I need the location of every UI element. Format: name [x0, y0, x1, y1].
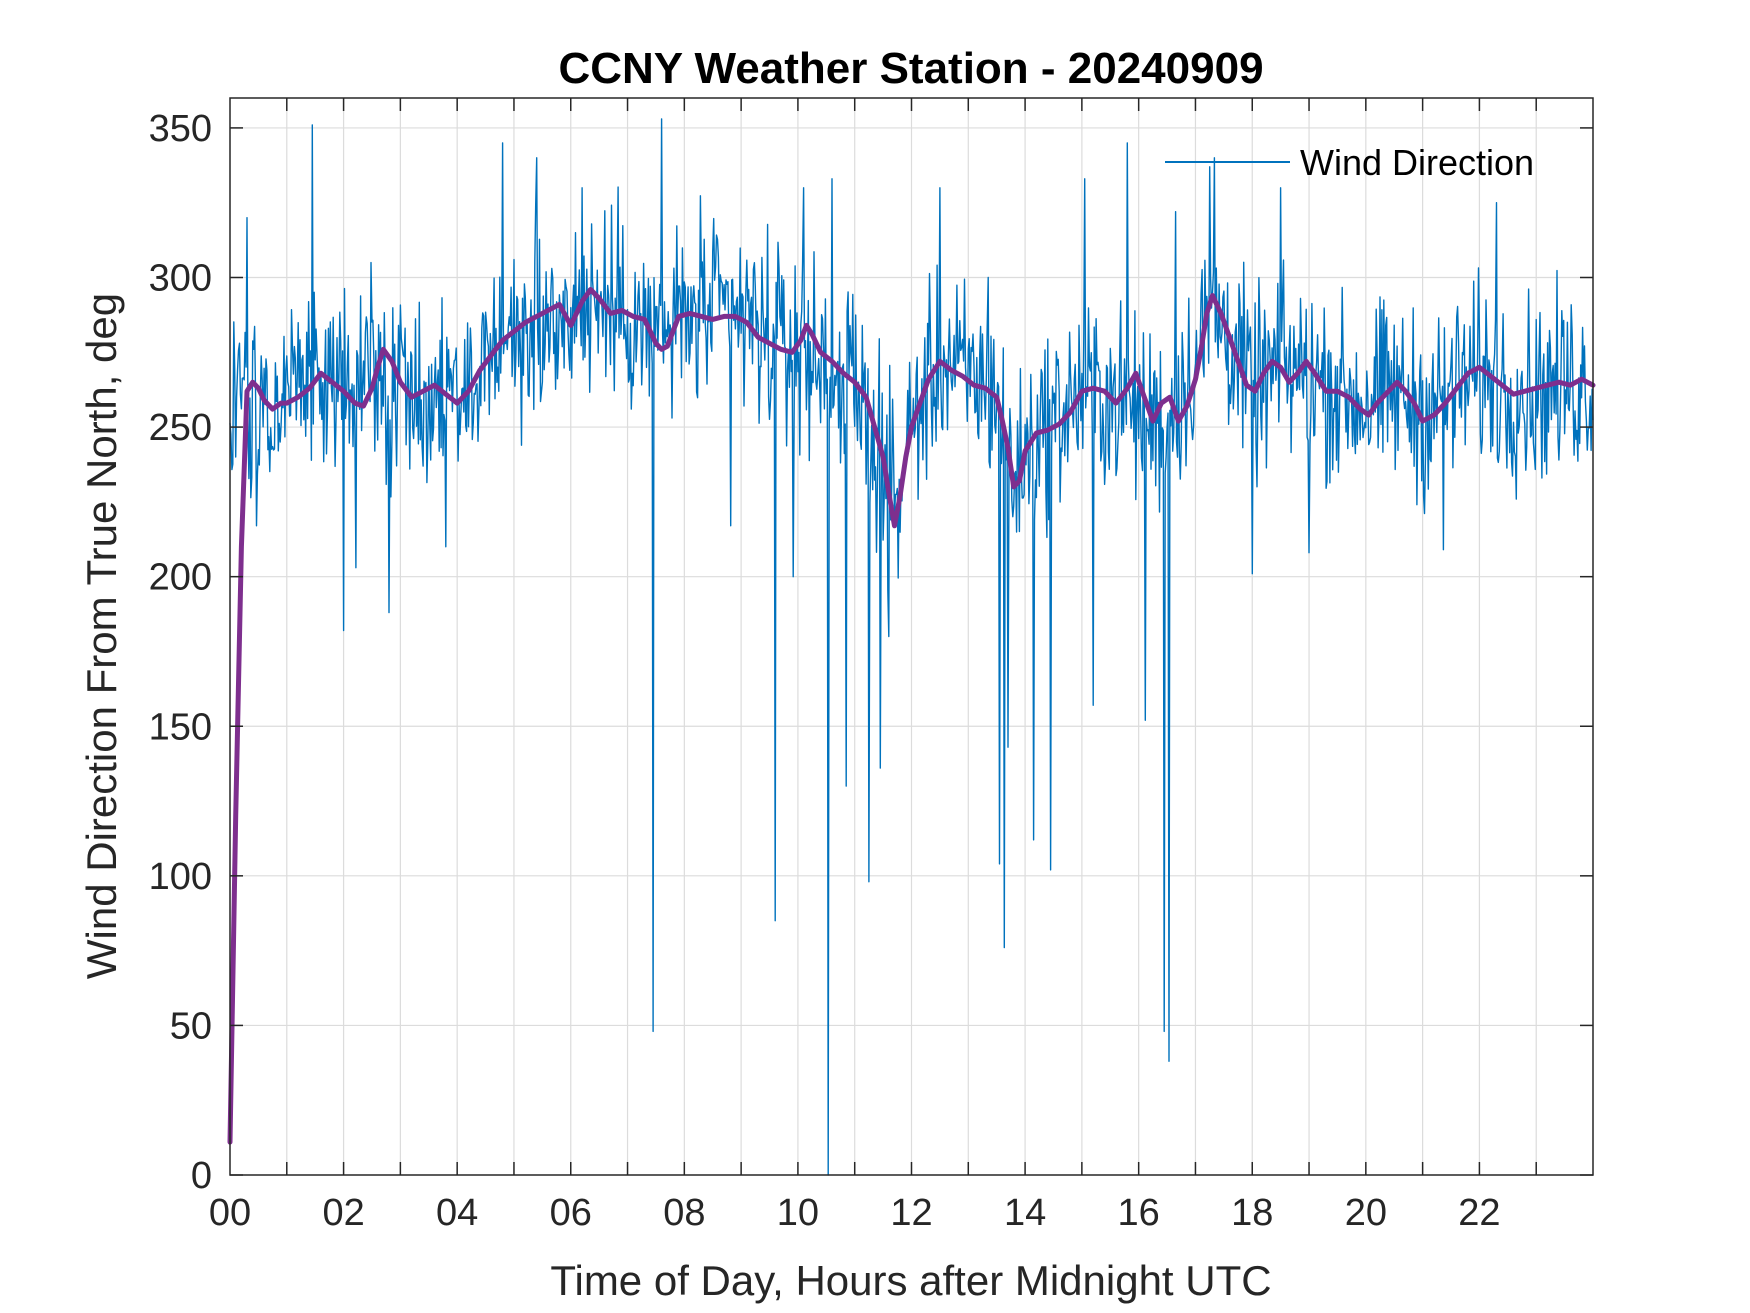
y-tick-label: 350: [149, 108, 212, 150]
y-tick-label: 250: [149, 407, 212, 449]
x-tick-label: 10: [777, 1192, 819, 1234]
y-tick-label: 200: [149, 557, 212, 599]
x-tick-label: 04: [436, 1192, 478, 1234]
x-tick-label: 20: [1345, 1192, 1387, 1234]
y-tick-label: 100: [149, 856, 212, 898]
x-axis-label: Time of Day, Hours after Midnight UTC: [550, 1257, 1271, 1304]
y-tick-label: 300: [149, 258, 212, 300]
y-tick-label: 150: [149, 706, 212, 748]
y-axis-label: Wind Direction From True North, deg: [78, 293, 125, 979]
x-tick-label: 16: [1118, 1192, 1160, 1234]
x-tick-label: 08: [663, 1192, 705, 1234]
y-tick-label: 50: [170, 1005, 212, 1047]
x-tick-label: 00: [209, 1192, 251, 1234]
x-tick-label: 02: [322, 1192, 364, 1234]
legend: Wind Direction: [1165, 142, 1534, 183]
legend-label-wind-direction: Wind Direction: [1300, 142, 1534, 183]
series-line-smoothed: [227, 287, 1596, 1145]
x-tick-label: 12: [890, 1192, 932, 1234]
x-tick-label: 22: [1458, 1192, 1500, 1234]
y-tick-label: 0: [191, 1155, 212, 1197]
x-tick-label: 06: [550, 1192, 592, 1234]
chart-title: CCNY Weather Station - 20240909: [558, 44, 1263, 93]
x-tick-label: 14: [1004, 1192, 1046, 1234]
x-tick-label: 18: [1231, 1192, 1273, 1234]
